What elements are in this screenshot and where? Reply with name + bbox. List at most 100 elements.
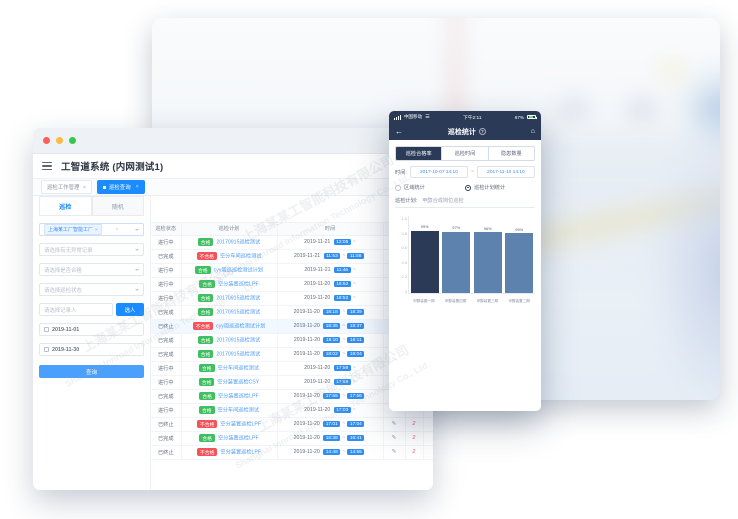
state-select-placeholder: 请选择巡检状态 [44, 287, 82, 294]
breadcrumb-close-icon-1[interactable]: × [135, 184, 139, 190]
y-tick-label: 0 [404, 288, 407, 294]
dot-icon [103, 185, 107, 189]
chart-bar-column[interactable]: 95% [505, 216, 534, 293]
cell-state: 已终止 [151, 319, 182, 334]
chart-x-axis-labels: 甲醇装置一期 甲醇装置四期 甲醇装置三期 甲醇装置二期 [408, 295, 535, 308]
chart-bar[interactable] [505, 233, 534, 293]
radio-plan-stats-label: 巡检计划统计 [474, 185, 506, 191]
cell-plan: 不合格 cyy周巡巡检测试计划 [181, 319, 278, 334]
qualified-select[interactable]: 请选择是否合格 [39, 263, 144, 276]
cell-plan: 合格 20170915巡检测试 [181, 305, 278, 320]
breadcrumb-item-0[interactable]: 巡检工作管理 × [41, 180, 93, 194]
carrier-label: 中国移动 [403, 114, 423, 119]
help-icon[interactable]: ? [478, 128, 486, 135]
cell-time: 2019-11-20 18:18 ~18:39 [277, 305, 384, 320]
segment-hazard-count[interactable]: 隐患数量 [488, 147, 534, 160]
cell-state: 已终止 [151, 445, 182, 460]
cell-plan: 合格 20170915巡检测试 [181, 291, 278, 306]
clear-icon[interactable]: × [115, 226, 119, 233]
phone-statusbar: 中国移动 ☰ 下午2:11 67% [389, 111, 541, 123]
cell-write: ✎ [383, 417, 406, 432]
window-titlebar [33, 128, 433, 154]
chevron-down-icon [135, 268, 139, 271]
home-icon[interactable]: ⌂ [530, 128, 535, 135]
work-area: 巡检 随机 上海某工厂智能工厂 × × 请选择有无异常记录 请选择是否 [33, 196, 433, 490]
maximize-icon[interactable] [69, 137, 76, 144]
clock-label: 下午2:11 [462, 115, 482, 121]
bar-value-label: 96% [483, 225, 492, 231]
cell-time: 2019-11-20 17:55 ~17:56 [277, 389, 384, 404]
date-start-field[interactable]: 2017-10-07 14:10 [409, 166, 468, 178]
calendar-icon [44, 327, 49, 332]
cell-plan: 合格 空分装置巡检LPF [181, 431, 278, 446]
hamburger-menu-icon[interactable] [42, 161, 52, 171]
calendar-icon [44, 347, 49, 352]
tab-inspection[interactable]: 巡检 [39, 196, 92, 215]
y-tick-label: 0.2 [401, 274, 407, 280]
y-tick-label: 1.0 [401, 216, 407, 221]
filter-panel: 巡检 随机 上海某工厂智能工厂 × × 请选择有无异常记录 请选择是否 [33, 196, 151, 490]
cell-state: 已完成 [151, 305, 182, 320]
cell-plan: 不合格 空分车间巡检测试 [181, 249, 278, 264]
table-toolbar [151, 196, 433, 223]
breadcrumb-close-icon-0[interactable]: × [82, 185, 87, 191]
breadcrumb-item-1[interactable]: 巡检查询 × [97, 180, 145, 194]
recorder-input[interactable]: 请选择记录人 [39, 303, 113, 316]
cell-state: 进行中 [151, 235, 182, 250]
chart-bar-column[interactable]: 96% [473, 216, 502, 293]
x-tick-label: 甲醇装置三期 [476, 299, 499, 303]
query-button[interactable]: 查询 [39, 365, 144, 378]
cell-plan: 合格 20170915巡检测试 [181, 333, 278, 348]
minimize-icon[interactable] [56, 137, 63, 144]
date-end-field[interactable]: 2017-11-10 14:10 [476, 166, 535, 178]
battery-icon [527, 114, 537, 120]
cell-plan: 合格 空分装置巡检LPF [181, 389, 278, 404]
breadcrumb-label-1: 巡检查询 [109, 185, 131, 191]
pick-person-button[interactable]: 选人 [116, 303, 144, 316]
tab-random[interactable]: 随机 [91, 196, 144, 215]
abnormal-select[interactable]: 请选择有无异常记录 [39, 243, 144, 256]
factory-select[interactable]: 上海某工厂智能工厂 × × [39, 223, 144, 236]
chart-bar-column[interactable]: 97% [442, 216, 471, 293]
state-select[interactable]: 请选择巡检状态 [39, 283, 144, 296]
radio-plan-stats[interactable]: 巡检计划统计 [465, 184, 535, 191]
chart-bar[interactable] [410, 230, 439, 293]
signal-icon [394, 114, 401, 120]
segment-inspect-time[interactable]: 巡检时间 [442, 147, 489, 160]
y-tick-label: 0.8 [401, 230, 407, 236]
cell-issue: 2 [405, 445, 424, 460]
back-icon[interactable]: ← [395, 127, 403, 136]
cell-type: 工艺巡检 [423, 431, 433, 446]
chevron-down-icon [135, 248, 139, 251]
bar-value-label: 99% [420, 224, 429, 229]
cell-state: 进行中 [151, 277, 182, 292]
navbar-title: 巡检统计 [447, 128, 476, 136]
cell-write: ✎ [383, 445, 406, 460]
tag-remove-icon[interactable]: × [95, 227, 98, 232]
chart-bar[interactable] [473, 232, 502, 293]
radio-area-stats[interactable]: 区域统计 [395, 184, 465, 191]
chart-bar-column[interactable]: 99% [410, 216, 439, 293]
cell-time: 2019-11-21 11:46 ~ [277, 263, 384, 278]
date-end-input[interactable]: 2019-11-30 [39, 343, 144, 356]
cell-time: 2019-11-20 16:38 ~16:41 [277, 431, 384, 446]
plan-select-row[interactable]: 巡检计划: 甲醇合成岗位巡检 [395, 197, 535, 208]
date-start-input[interactable]: 2019-11-01 [39, 323, 144, 336]
cell-time: 2019-11-20 14:48 ~14:55 [277, 445, 384, 460]
close-icon[interactable] [43, 137, 50, 144]
mobile-phone-window: 中国移动 ☰ 下午2:11 67% ← 巡检统计 ? ⌂ 巡检合格率 巡检时间 … [389, 111, 541, 411]
cell-state: 进行中 [151, 403, 182, 418]
segment-pass-rate[interactable]: 巡检合格率 [396, 147, 443, 160]
cell-time: 2019-11-21 11:53 ~11:58 [277, 249, 384, 264]
cell-time: 2019-11-20 18:52 ~ [277, 291, 384, 306]
x-tick-label: 甲醇装置一期 [413, 299, 435, 303]
chart-bar[interactable] [442, 231, 471, 293]
cell-type: 工艺巡检 [423, 417, 433, 432]
cell-state: 已完成 [151, 347, 182, 362]
